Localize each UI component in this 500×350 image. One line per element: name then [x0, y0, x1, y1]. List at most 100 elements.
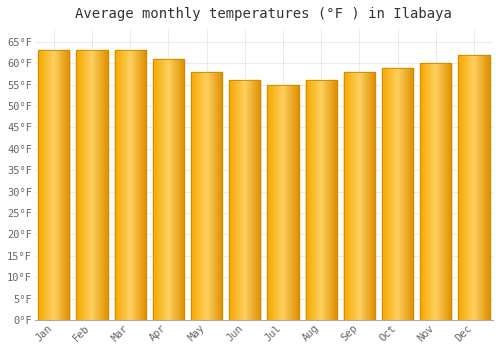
Bar	[240, 80, 241, 320]
Bar	[426, 63, 427, 320]
Bar	[336, 80, 337, 320]
Bar	[230, 80, 232, 320]
Bar	[480, 55, 481, 320]
Bar	[344, 72, 346, 320]
Bar	[45, 50, 46, 320]
Bar	[104, 50, 106, 320]
Bar	[163, 59, 164, 320]
Bar	[448, 63, 449, 320]
Bar	[445, 63, 446, 320]
Bar	[435, 63, 436, 320]
Bar	[271, 85, 272, 320]
Bar	[474, 55, 476, 320]
Bar	[274, 85, 275, 320]
Bar	[169, 59, 170, 320]
Bar	[166, 59, 167, 320]
Bar	[54, 50, 56, 320]
Bar	[255, 80, 256, 320]
Bar	[356, 72, 357, 320]
Bar	[280, 85, 281, 320]
Bar	[325, 80, 326, 320]
Bar	[214, 72, 215, 320]
Bar	[116, 50, 117, 320]
Bar	[48, 50, 49, 320]
Bar	[229, 80, 230, 320]
Bar	[195, 72, 196, 320]
Bar	[173, 59, 174, 320]
Bar	[344, 72, 375, 320]
Bar	[386, 68, 388, 320]
Bar	[364, 72, 365, 320]
Bar	[463, 55, 464, 320]
Bar	[357, 72, 358, 320]
Bar	[40, 50, 42, 320]
Bar	[140, 50, 141, 320]
Bar	[362, 72, 364, 320]
Bar	[320, 80, 321, 320]
Bar	[297, 85, 298, 320]
Bar	[308, 80, 310, 320]
Bar	[425, 63, 426, 320]
Bar	[402, 68, 403, 320]
Bar	[430, 63, 431, 320]
Bar	[319, 80, 320, 320]
Bar	[450, 63, 452, 320]
Bar	[200, 72, 201, 320]
Bar	[441, 63, 442, 320]
Bar	[250, 80, 251, 320]
Bar	[89, 50, 90, 320]
Bar	[119, 50, 120, 320]
Bar	[132, 50, 134, 320]
Bar	[366, 72, 367, 320]
Bar	[102, 50, 103, 320]
Bar	[218, 72, 219, 320]
Bar	[290, 85, 291, 320]
Bar	[181, 59, 182, 320]
Bar	[458, 55, 490, 320]
Bar	[198, 72, 199, 320]
Bar	[95, 50, 96, 320]
Bar	[85, 50, 86, 320]
Bar	[229, 80, 260, 320]
Bar	[420, 63, 421, 320]
Bar	[321, 80, 322, 320]
Bar	[191, 72, 192, 320]
Bar	[284, 85, 286, 320]
Bar	[256, 80, 258, 320]
Bar	[67, 50, 68, 320]
Bar	[180, 59, 181, 320]
Bar	[158, 59, 159, 320]
Bar	[443, 63, 444, 320]
Bar	[103, 50, 104, 320]
Bar	[252, 80, 254, 320]
Bar	[470, 55, 471, 320]
Bar	[395, 68, 396, 320]
Bar	[367, 72, 368, 320]
Bar	[213, 72, 214, 320]
Bar	[384, 68, 385, 320]
Bar	[489, 55, 490, 320]
Bar	[127, 50, 128, 320]
Bar	[407, 68, 408, 320]
Bar	[478, 55, 480, 320]
Bar	[174, 59, 176, 320]
Bar	[191, 72, 222, 320]
Bar	[427, 63, 428, 320]
Bar	[268, 85, 298, 320]
Bar	[330, 80, 332, 320]
Bar	[194, 72, 195, 320]
Bar	[392, 68, 393, 320]
Bar	[162, 59, 163, 320]
Bar	[232, 80, 233, 320]
Bar	[58, 50, 59, 320]
Bar	[436, 63, 438, 320]
Bar	[44, 50, 45, 320]
Bar	[306, 80, 337, 320]
Bar	[396, 68, 397, 320]
Bar	[159, 59, 160, 320]
Bar	[76, 50, 108, 320]
Bar	[93, 50, 94, 320]
Bar	[251, 80, 252, 320]
Bar	[394, 68, 395, 320]
Bar	[38, 50, 70, 320]
